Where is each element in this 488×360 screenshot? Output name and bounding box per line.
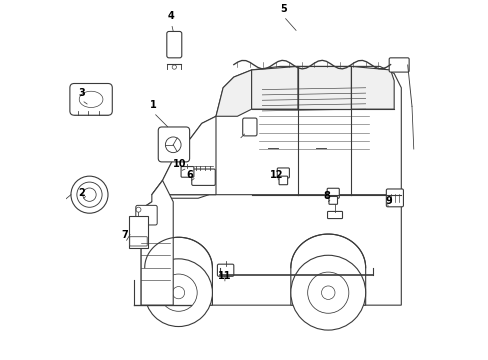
Circle shape [172, 287, 184, 299]
Text: 6: 6 [185, 170, 192, 180]
FancyBboxPatch shape [328, 197, 337, 204]
Text: 10: 10 [173, 159, 186, 169]
Polygon shape [351, 66, 393, 109]
FancyBboxPatch shape [327, 211, 342, 219]
Polygon shape [144, 237, 212, 305]
Circle shape [77, 182, 102, 207]
FancyBboxPatch shape [181, 167, 194, 177]
FancyBboxPatch shape [326, 188, 339, 198]
Circle shape [307, 272, 348, 313]
Text: 8: 8 [323, 191, 329, 201]
Polygon shape [290, 234, 365, 305]
Polygon shape [141, 180, 173, 305]
Text: 12: 12 [269, 170, 283, 180]
FancyBboxPatch shape [279, 176, 287, 185]
FancyBboxPatch shape [166, 31, 182, 58]
Polygon shape [251, 66, 297, 109]
FancyBboxPatch shape [129, 237, 147, 246]
FancyBboxPatch shape [386, 189, 403, 207]
Circle shape [144, 259, 212, 327]
Text: 2: 2 [78, 188, 85, 198]
Circle shape [290, 255, 365, 330]
Polygon shape [297, 66, 351, 109]
Text: 3: 3 [78, 88, 85, 98]
FancyBboxPatch shape [277, 168, 289, 178]
FancyBboxPatch shape [191, 169, 215, 185]
FancyBboxPatch shape [242, 118, 257, 136]
Polygon shape [152, 66, 401, 195]
Circle shape [160, 274, 197, 311]
Bar [128, 216, 148, 248]
Text: 1: 1 [150, 100, 157, 110]
Text: 5: 5 [280, 4, 286, 14]
Text: 7: 7 [122, 230, 128, 240]
FancyBboxPatch shape [217, 264, 233, 276]
Polygon shape [152, 116, 216, 195]
Circle shape [82, 188, 96, 201]
FancyBboxPatch shape [70, 84, 112, 115]
Text: 9: 9 [385, 197, 391, 206]
Circle shape [321, 286, 334, 300]
FancyBboxPatch shape [136, 205, 157, 225]
Text: 4: 4 [168, 11, 175, 21]
Polygon shape [141, 191, 401, 305]
FancyBboxPatch shape [388, 58, 408, 72]
Polygon shape [216, 70, 251, 116]
FancyBboxPatch shape [158, 127, 189, 162]
Circle shape [71, 176, 108, 213]
Text: 11: 11 [218, 271, 231, 281]
